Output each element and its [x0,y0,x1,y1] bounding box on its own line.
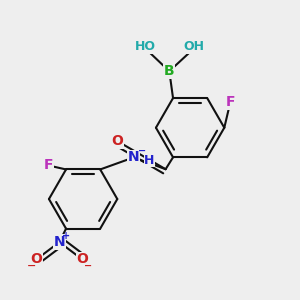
Text: −: − [83,261,92,271]
Text: −: − [138,146,146,156]
Text: +: + [62,231,70,241]
Text: N: N [128,150,140,164]
Text: HO: HO [134,40,155,53]
Text: F: F [44,158,53,172]
Text: F: F [226,95,235,110]
Text: −: − [26,261,36,271]
Text: O: O [76,252,88,266]
Text: H: H [144,154,154,167]
Text: B: B [164,64,175,78]
Text: OH: OH [184,40,205,53]
Text: O: O [111,134,123,148]
Text: N: N [53,235,65,249]
Text: O: O [31,252,42,266]
